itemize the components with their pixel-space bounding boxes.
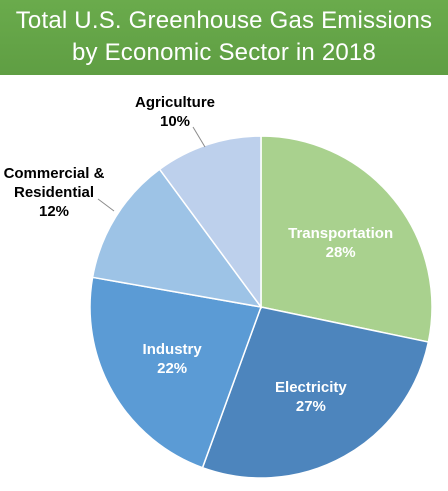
leader-line-commercial-and-residential — [97, 198, 115, 212]
pie-slice-electricity — [201, 306, 430, 479]
leader-line-agriculture — [192, 126, 206, 148]
pie-slice-industry — [89, 276, 263, 469]
slice-label-industry: Industry 22% — [143, 341, 203, 377]
pie-slice-transportation — [260, 135, 433, 343]
chart-title-line-1: Total U.S. Greenhouse Gas Emissions — [15, 7, 433, 34]
pie-slice-agriculture — [158, 135, 262, 310]
chart-title-banner: Total U.S. Greenhouse Gas Emissions by E… — [0, 0, 448, 75]
slice-label-transportation: Transportation 28% — [288, 225, 393, 261]
slice-label-agriculture: Agriculture 10% — [135, 94, 215, 130]
slice-label-commercial-and-residential: Commercial & Residential 12% — [4, 165, 105, 220]
pie-slice-commercial-and-residential — [91, 168, 263, 309]
chart-title-line-2: by Economic Sector in 2018 — [71, 39, 377, 66]
pie-chart: Transportation 28% Electricity 27% Industry 2… — [4, 94, 433, 479]
slice-label-electricity: Electricity 27% — [275, 379, 347, 415]
